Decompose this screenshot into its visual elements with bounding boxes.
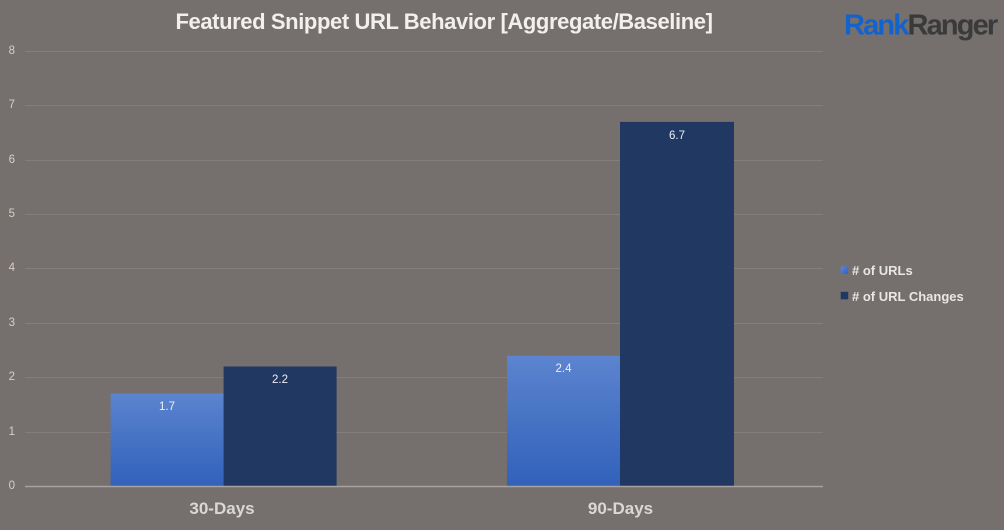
svg-text:6.7: 6.7 (669, 130, 685, 142)
svg-text:4: 4 (9, 262, 16, 274)
svg-text:3: 3 (9, 317, 15, 329)
svg-text:# of URL Changes: # of URL Changes (852, 289, 964, 304)
svg-text:5: 5 (9, 208, 15, 220)
svg-text:8: 8 (9, 45, 15, 57)
svg-text:30-Days: 30-Days (189, 499, 254, 518)
svg-text:1: 1 (9, 426, 15, 438)
svg-text:2.2: 2.2 (272, 374, 288, 386)
svg-text:2.4: 2.4 (556, 363, 573, 375)
svg-text:# of URLs: # of URLs (852, 263, 913, 278)
svg-text:1.7: 1.7 (159, 401, 175, 413)
svg-text:90-Days: 90-Days (588, 499, 653, 518)
svg-text:2: 2 (9, 371, 15, 383)
svg-text:RankRanger: RankRanger (844, 10, 998, 42)
svg-text:6: 6 (9, 154, 15, 166)
svg-text:0: 0 (9, 480, 15, 492)
svg-text:Featured Snippet URL Behavior: Featured Snippet URL Behavior [Aggregate… (175, 9, 712, 34)
svg-text:7: 7 (9, 99, 15, 111)
